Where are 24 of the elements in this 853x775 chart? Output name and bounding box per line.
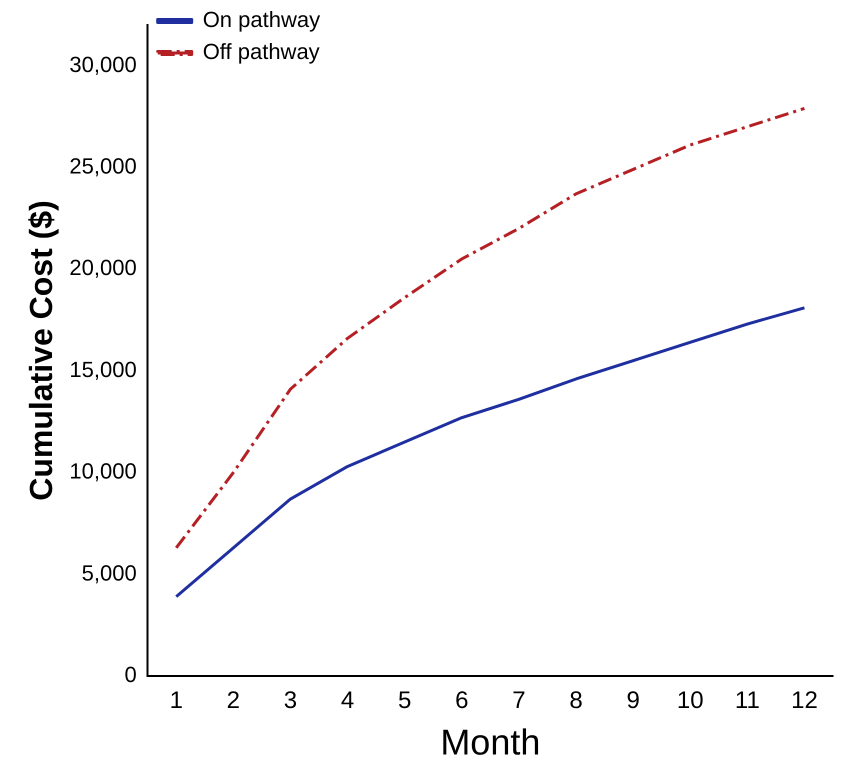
y-tick-label: 5,000 <box>82 560 137 586</box>
x-tick-label: 1 <box>170 687 183 714</box>
legend-label: On pathway <box>202 7 320 32</box>
x-tick-label: 11 <box>734 687 760 714</box>
x-tick-label: 7 <box>512 687 526 714</box>
x-axis-title: Month <box>440 721 540 762</box>
y-tick-label: 0 <box>124 662 137 688</box>
line-series <box>174 106 806 550</box>
x-tick-label: 10 <box>676 687 704 714</box>
y-tick-label: 15,000 <box>69 356 137 382</box>
y-axis-title: Cumulative Cost ($) <box>23 200 60 501</box>
x-tick-label: 6 <box>455 687 468 714</box>
x-tick-label: 5 <box>398 687 412 714</box>
x-tick-label: 9 <box>626 687 640 714</box>
x-tick-label: 2 <box>226 687 240 714</box>
legend-label: Off pathway <box>202 39 320 64</box>
x-tick-label: 3 <box>284 687 298 714</box>
y-tick-label: 30,000 <box>69 52 137 77</box>
y-tick-label: 25,000 <box>69 153 137 178</box>
y-tick-label: 10,000 <box>69 458 137 484</box>
x-tick-label: 12 <box>791 687 818 714</box>
x-tick-label: 4 <box>340 687 354 714</box>
x-tick-label: 8 <box>569 687 583 714</box>
y-tick-label: 20,000 <box>69 255 137 280</box>
